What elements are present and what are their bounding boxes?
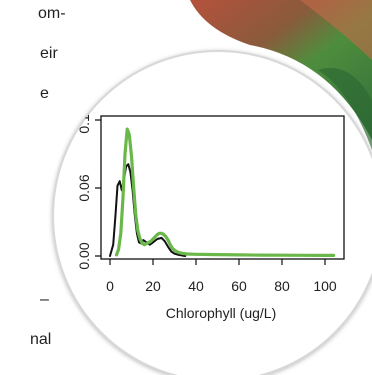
magnifier-lens: [52, 50, 372, 375]
x-tick-label: 100: [313, 278, 337, 294]
x-tick-label: 20: [145, 278, 161, 294]
x-tick-label: 60: [231, 278, 247, 294]
background-article-text: om- eir e – nal: [0, 0, 100, 375]
y-tick-label: 0.06: [76, 174, 92, 201]
article-text-fragment: nal: [30, 331, 52, 348]
article-text-fragment: –: [40, 291, 49, 308]
background-photo: [190, 0, 372, 150]
y-tick-label: 0.12: [76, 106, 92, 133]
article-text-fragment: om-: [38, 5, 66, 22]
x-tick-label: 0: [106, 278, 114, 294]
x-tick-label: 40: [188, 278, 204, 294]
plot-area: 0 20 40 60 80 100 0.00 0.06 0.12 Chlorophyll (ug/…: [53, 106, 345, 321]
article-text-fragment: eir: [40, 45, 58, 62]
x-tick-label: 80: [274, 278, 290, 294]
article-text-fragment: e: [40, 85, 49, 102]
series-line-1: [109, 163, 187, 257]
x-axis-label: Chlorophyll (ug/L): [166, 305, 277, 321]
series-line-2: [114, 127, 336, 257]
y-tick-label: 0.00: [76, 242, 92, 269]
